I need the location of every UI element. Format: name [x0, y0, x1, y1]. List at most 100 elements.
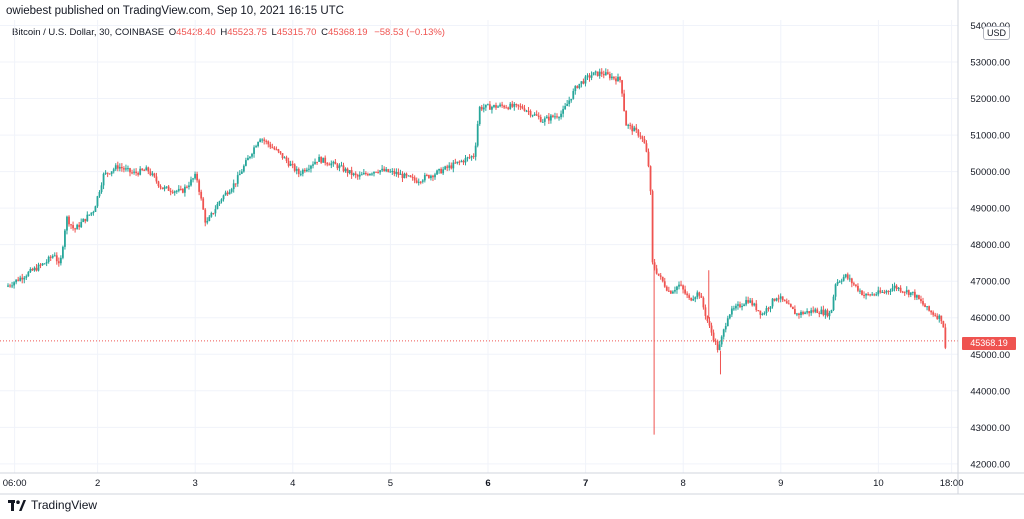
candle-body: [127, 168, 129, 170]
candle-body: [918, 295, 920, 300]
candle-body: [608, 73, 611, 79]
candle-body: [576, 86, 579, 88]
candle-body: [822, 309, 825, 316]
candle-body: [818, 312, 821, 314]
candle-body: [611, 76, 613, 79]
candle-body: [708, 321, 711, 326]
candle-body: [759, 310, 762, 315]
candle-body: [277, 149, 280, 152]
candle-body: [338, 165, 341, 169]
candle-body: [220, 199, 223, 202]
high-value: 45523.75: [227, 27, 267, 38]
candle-body: [663, 281, 666, 287]
x-tick-label: 18:00: [940, 478, 964, 489]
candle-body: [84, 218, 87, 222]
candle-body: [690, 297, 693, 301]
candle-body: [462, 160, 465, 163]
candle-body: [66, 216, 68, 231]
candle-body: [716, 341, 719, 350]
candle-body: [688, 295, 691, 298]
x-tick-label: 4: [290, 478, 295, 489]
candle-body: [198, 180, 201, 192]
candle-body: [706, 315, 709, 322]
candle-body: [798, 313, 800, 315]
candle-body: [476, 124, 479, 146]
candle-body: [94, 206, 97, 212]
candle-body: [602, 74, 605, 76]
candle-body: [659, 275, 662, 277]
candle-body: [641, 136, 644, 139]
candle-body: [806, 311, 808, 313]
candle-body: [324, 157, 327, 164]
candle-body: [897, 287, 900, 289]
candle-body: [529, 111, 532, 116]
candle-body: [523, 108, 526, 111]
candle-body: [452, 162, 455, 169]
candle-body: [834, 284, 837, 297]
candle-body: [720, 336, 723, 345]
candle-body: [789, 304, 792, 307]
candle-body: [942, 321, 945, 328]
candle-body: [895, 285, 898, 289]
candle-body: [539, 117, 542, 122]
candle-body: [326, 163, 329, 165]
candle-body: [489, 104, 491, 110]
candle-body: [23, 277, 26, 280]
candle-body: [27, 272, 30, 277]
candle-body: [11, 285, 13, 287]
candle-body: [405, 173, 408, 176]
chart-legend: Bitcoin / U.S. Dollar, 30, COINBASE O454…: [12, 27, 445, 38]
candle-body: [387, 169, 390, 173]
candle-body: [855, 284, 857, 286]
tradingview-logo[interactable]: TradingView: [8, 498, 97, 512]
currency-badge[interactable]: USD: [982, 26, 1010, 40]
candle-body: [515, 103, 518, 105]
candle-body: [828, 312, 831, 317]
candle-body: [165, 186, 168, 188]
candle-body: [17, 279, 20, 281]
candle-body: [434, 174, 436, 178]
candle-body: [903, 291, 906, 293]
candle-body: [430, 175, 432, 179]
candle-body: [909, 292, 912, 295]
candle-body: [470, 156, 473, 158]
candle-body: [493, 105, 495, 107]
candle-body: [832, 296, 835, 311]
candle-body: [478, 106, 481, 125]
candle-body: [586, 75, 589, 77]
candle-body: [411, 177, 414, 179]
candle-body: [525, 110, 528, 112]
candle-body: [236, 175, 239, 184]
candle-body: [45, 261, 48, 264]
low-label: L: [271, 27, 277, 38]
candle-body: [108, 173, 111, 175]
candle-body: [47, 256, 50, 262]
candle-body: [545, 116, 548, 119]
candle-body: [287, 160, 290, 166]
candle-body: [484, 104, 487, 108]
candle-body: [737, 304, 739, 306]
candle-body: [507, 107, 510, 110]
candle-body: [710, 325, 713, 333]
candle-body: [913, 291, 916, 298]
candle-body: [568, 100, 571, 104]
candle-body: [482, 107, 485, 110]
candle-body: [247, 157, 249, 161]
candle-body: [521, 106, 524, 109]
x-tick-label: 06:00: [3, 478, 27, 489]
candle-body: [474, 145, 477, 157]
candle-body: [7, 285, 9, 287]
candle-body: [55, 255, 58, 262]
candle-body: [316, 161, 318, 163]
candle-body: [251, 153, 253, 157]
candle-body: [570, 98, 573, 101]
candle-body: [615, 78, 617, 82]
candle-body: [635, 127, 638, 130]
candle-body: [43, 263, 46, 265]
symbol-label[interactable]: Bitcoin / U.S. Dollar, 30, COINBASE: [12, 27, 165, 38]
candle-body: [791, 306, 794, 310]
candle-body: [344, 168, 347, 172]
candle-body: [669, 290, 672, 294]
candle-body: [564, 106, 567, 110]
